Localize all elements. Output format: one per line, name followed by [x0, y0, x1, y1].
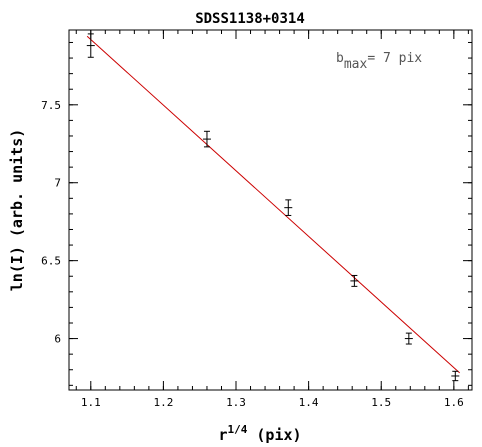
fit-line	[86, 35, 460, 374]
y-tick-label: 7	[54, 177, 61, 190]
x-tick-label: 1.6	[444, 396, 464, 409]
y-tick-label: 7.5	[41, 99, 61, 112]
bmax-annotation: bmax= 7 pix	[336, 51, 422, 72]
data-point	[350, 274, 359, 287]
x-axis-base: r	[218, 426, 227, 444]
x-tick-label: 1.2	[153, 396, 173, 409]
y-tick-labels: 6 6.5 7 7.5	[41, 99, 61, 346]
annotation-base: b	[336, 51, 344, 66]
x-tick-label: 1.5	[371, 396, 391, 409]
x-axis-superscript: 1/4	[227, 423, 247, 436]
x-tick-label: 1.3	[226, 396, 246, 409]
data-point	[404, 332, 413, 345]
plot-frame	[68, 29, 473, 391]
data-points	[86, 33, 460, 382]
x-tick-label: 1.1	[81, 396, 101, 409]
x-tick-label: 1.4	[299, 396, 319, 409]
x-axis-title: r1/4 (pix)	[218, 423, 301, 444]
chart-title: SDSS1138+0314	[195, 11, 305, 27]
x-axis-rest: (pix)	[247, 426, 301, 444]
y-axis-title: ln(I) (arb. units)	[8, 129, 26, 292]
y-tick-label: 6.5	[41, 255, 61, 268]
data-point	[86, 33, 95, 58]
y-tick-label: 6	[54, 333, 61, 346]
data-point	[202, 130, 211, 148]
axis-ticks	[69, 30, 472, 390]
annotation-rest: = 7 pix	[367, 51, 422, 66]
annotation-subscript: max	[344, 57, 368, 72]
x-tick-labels: 1.1 1.2 1.3 1.4 1.5 1.6	[81, 396, 464, 409]
data-point	[284, 199, 293, 216]
data-point	[451, 370, 460, 382]
